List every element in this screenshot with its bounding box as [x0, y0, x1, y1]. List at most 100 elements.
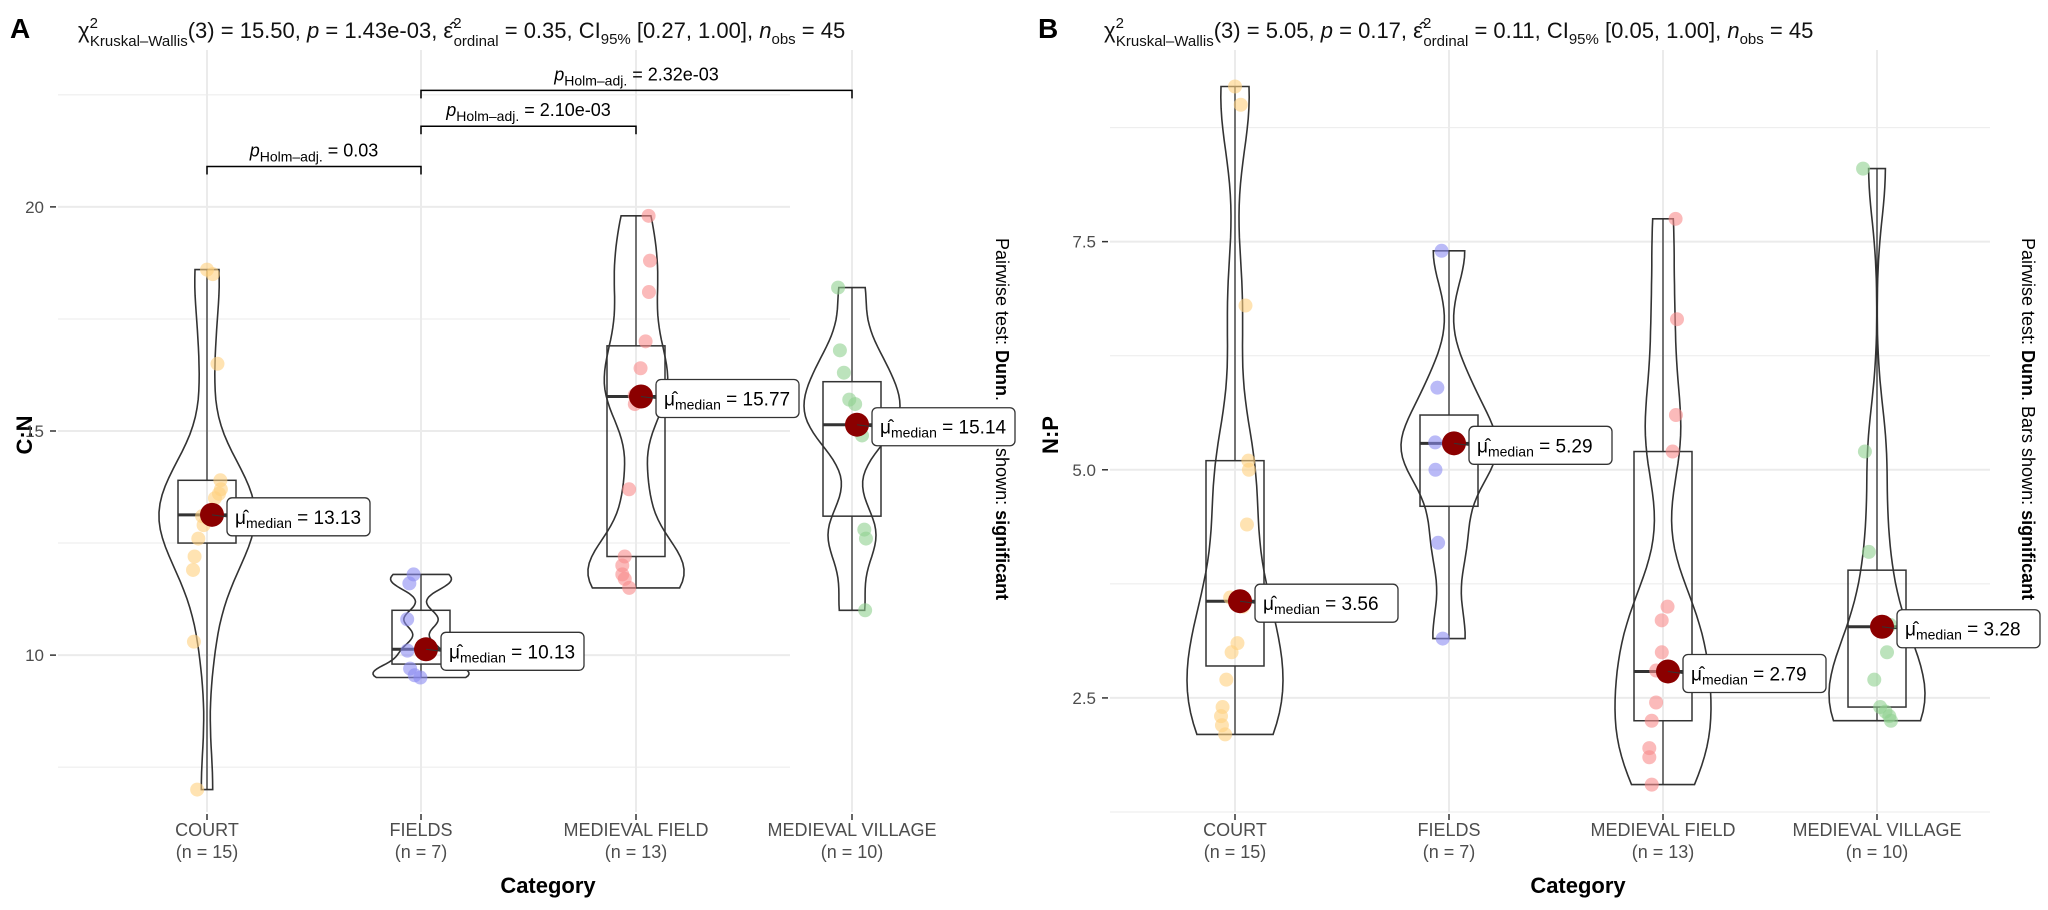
panel-b-data-point	[1857, 444, 1872, 459]
p-symbol: p	[445, 100, 456, 120]
panel-b-violin-0	[1186, 85, 1284, 736]
panel-a-ci-sub: 95%	[601, 31, 631, 48]
panel-a-pairwise-bracket-0	[206, 165, 422, 175]
panel-a-chi-sup: 2	[90, 15, 98, 32]
panel-b-median-label-box	[1468, 425, 1613, 465]
mu-hat-subscript: median	[1702, 671, 1748, 687]
panel-a-p: 1.43e-03	[344, 18, 431, 43]
panel-b-data-point	[1241, 462, 1256, 477]
panel-b-category-label: MEDIEVAL VILLAGE	[1792, 820, 1961, 840]
panel-b-median-label-text: μ̂median = 2.79	[1691, 664, 1807, 687]
panel-a-category-n-label: (n = 15)	[176, 842, 239, 862]
panel-a-caption-test: Dunn	[992, 350, 1012, 396]
panel-a-median-label-text: μ̂median = 15.14	[880, 418, 1007, 441]
panel-a-median-label-box	[871, 407, 1016, 447]
panel-b-n-obs: 45	[1789, 18, 1813, 43]
panel-b-category-label: COURT	[1203, 820, 1267, 840]
panel-b-y-tick-label: 5.0	[1072, 461, 1096, 480]
panel-a-y-tick-label: 20	[25, 198, 44, 217]
panel-b-pairwise-caption: Pairwise test: Dunn. Bars shown: signifi…	[2018, 238, 2038, 600]
panel-b-median-label-leader	[1881, 626, 1898, 630]
panel-b-data-point	[1668, 408, 1683, 423]
panel-a-df: 3	[195, 18, 207, 43]
panel-a-data-point	[402, 576, 417, 591]
mu-hat-subscript: median	[460, 649, 506, 665]
panel-a-median-label-text: μ̂median = 15.77	[664, 389, 790, 412]
panel-b-data-point	[1867, 672, 1882, 687]
panel-a-caption-prefix: Pairwise test:	[992, 238, 1012, 350]
panel-a-median-label-leader	[425, 648, 442, 652]
panel-b-median-label-leader	[1453, 442, 1470, 446]
panel-a-data-point	[207, 491, 222, 506]
panel-a-data-point	[186, 634, 201, 649]
panel-b-data-point	[1665, 444, 1680, 459]
panel-b-data-point	[1861, 544, 1876, 559]
panel-a-letter: A	[10, 13, 30, 44]
panel-b-data-point	[1218, 727, 1233, 742]
panel-b-data-point	[1669, 312, 1684, 327]
panel-a-y-tick-label: 10	[25, 646, 44, 665]
panel-a-title: χ2 Kruskal–Wallis(3) = 15.50, p = 1.43e-0…	[78, 15, 845, 50]
panel-b-eps-sep: ,	[1401, 18, 1413, 43]
panel-b-data-point	[1219, 672, 1234, 687]
panel-a-data-point	[622, 482, 637, 497]
median-value: = 5.29	[1534, 436, 1593, 457]
panel-b-category-label: MEDIEVAL FIELD	[1590, 820, 1735, 840]
panel-b-category-n-label: (n = 10)	[1846, 842, 1909, 862]
panel-b-p-sep: ,	[1309, 18, 1321, 43]
panel-a-median-label-box	[226, 497, 371, 537]
panel-b-letter: B	[1038, 13, 1058, 44]
panel-b-n-sub: obs	[1740, 31, 1764, 48]
panel-a-median-label-box	[440, 631, 585, 671]
panel-a-data-point	[642, 253, 657, 268]
panel-b-caption-shown: significant	[2018, 510, 2038, 600]
panel-a-p-eq: =	[319, 18, 344, 43]
panel-a-pairwise-bracket-2	[420, 89, 853, 99]
panel-b-category-label: FIELDS	[1417, 820, 1480, 840]
p-symbol: p	[249, 141, 260, 161]
panel-a-data-point	[836, 365, 851, 380]
panel-a-median-label-leader	[856, 424, 873, 428]
panel-b-median-label-leader	[1667, 670, 1684, 674]
panel-a-category-label: MEDIEVAL FIELD	[563, 820, 708, 840]
panel-b-median-label-text: μ̂median = 5.29	[1477, 436, 1593, 459]
panel-b-x-axis-title: Category	[1530, 873, 1626, 898]
panel-b-eps-sub: ordinal	[1423, 33, 1468, 50]
panel-b-data-point	[1654, 613, 1669, 628]
panel-b-y-tick-label: 7.5	[1072, 233, 1096, 252]
panel-a-n-eq: =	[796, 18, 821, 43]
median-value: = 10.13	[506, 642, 575, 663]
panel-a-data-point	[858, 603, 873, 618]
panel-a-pairwise-bracket-1	[420, 125, 637, 135]
panel-b-data-point	[1224, 645, 1239, 660]
panel-b-data-point	[1428, 435, 1443, 450]
panel-b-ci-sub: 95%	[1569, 31, 1599, 48]
panel-a-data-point	[205, 267, 220, 282]
panel-b-median-label-leader	[1239, 600, 1256, 604]
panel-a-median-label-leader	[640, 395, 657, 399]
panel-b-y-tick-label: 2.5	[1072, 689, 1096, 708]
panel-b-violin-1	[1400, 250, 1498, 640]
panel-b-data-point	[1431, 535, 1446, 550]
panel-b-median-label-box	[1896, 609, 2041, 649]
median-value: = 15.14	[937, 418, 1007, 439]
panel-b-effect: 0.11	[1493, 18, 1534, 43]
mu-hat-subscript: median	[891, 425, 937, 441]
panel-b-df-close: ) =	[1233, 18, 1265, 43]
panel-a-median-label-leader	[211, 514, 228, 518]
panel-b-data-point	[1434, 243, 1449, 258]
panel-a-data-point	[190, 782, 205, 797]
mu-hat-subscript: median	[675, 396, 721, 412]
p-value: = 2.10e-03	[519, 100, 611, 120]
panel-b-df-open: (	[1214, 18, 1222, 43]
panel-b-p: 0.17	[1358, 18, 1401, 43]
panel-a-x-axis-title: Category	[500, 873, 596, 898]
panel-b-category-n-label: (n = 13)	[1632, 842, 1695, 862]
panel-a-data-point	[641, 285, 656, 300]
panel-a-df-open: (	[188, 18, 196, 43]
panel-a-pairwise-label-1: pHolm–adj. = 2.10e-03	[445, 100, 611, 124]
panel-b-data-point	[1430, 380, 1445, 395]
panel-a-effect: 0.35	[524, 18, 567, 43]
panel-b-category-n-label: (n = 7)	[1423, 842, 1476, 862]
